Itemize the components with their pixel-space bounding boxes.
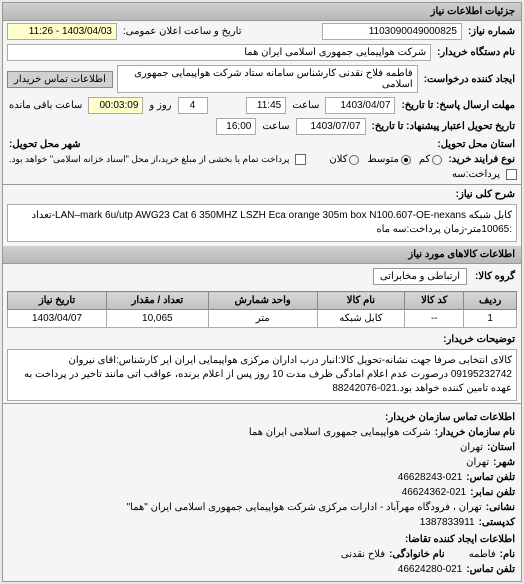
contact-buyer-button[interactable]: اطلاعات تماس خریدار	[7, 71, 113, 88]
category-row: گروه کالا: ارتباطی و مخابراتی	[3, 264, 521, 289]
announce-field: 1403/04/03 - 11:26	[7, 23, 117, 40]
table-cell: 1403/04/07	[8, 310, 107, 328]
table-header: نام کالا	[317, 292, 405, 310]
org-city-value: تهران	[466, 455, 489, 470]
announce-label: تاریخ و ساعت اعلان عمومی:	[121, 26, 244, 37]
remaining-time: 00:03:09	[88, 97, 143, 114]
grain-low-label: کم	[419, 154, 430, 165]
notes-box: کالای انتخابی صرفا جهت نشانه-تحویل کالا:…	[7, 349, 517, 401]
row-need-number: شماره نیاز: 1103090049000825 تاریخ و ساع…	[3, 21, 521, 42]
deadline-send-date: 1403/04/07	[325, 97, 395, 114]
items-table: ردیفکد کالانام کالاواحد شمارشتعداد / مقد…	[7, 291, 517, 328]
row-delivery: تاریخ تحویل اعتبار پیشنهاد: تا تاریخ: 14…	[3, 116, 521, 137]
creator-name-value: فاطمه	[469, 547, 496, 562]
creator-name-label: نام:	[500, 547, 515, 562]
row-deadline-send: مهلت ارسال پاسخ: تا تاریخ: 1403/04/07 سا…	[3, 95, 521, 116]
desc-title-label: شرح کلی نیاز:	[454, 189, 517, 200]
deadline-send-label: مهلت ارسال پاسخ: تا تاریخ:	[399, 100, 517, 111]
org-fax-label: تلفن نمابر:	[470, 485, 515, 500]
grain-mid-radio[interactable]: متوسط	[367, 154, 410, 165]
city-label: شهر محل تحویل:	[7, 139, 83, 150]
org-name-value: شرکت هواپیمایی جمهوری اسلامی ایران هما	[249, 425, 431, 440]
table-cell: 10,065	[106, 310, 208, 328]
table-row: 1--کابل شبکهمتر10,0651403/04/07	[8, 310, 517, 328]
category-header: اطلاعات کالاهای مورد نیاز	[3, 246, 521, 264]
org-phone-value: 46628243-021	[398, 470, 463, 485]
org-section-label: اطلاعات تماس سازمان خریدار:	[9, 410, 515, 425]
row-location: استان محل تحویل: شهر محل تحویل:	[3, 137, 521, 152]
table-header: واحد شمارش	[208, 292, 317, 310]
table-header: ردیف	[464, 292, 517, 310]
grain-mid-label: متوسط	[367, 154, 398, 165]
category-breadcrumb: ارتباطی و مخابراتی	[373, 268, 467, 285]
deadline-send-time-label: ساعت	[290, 100, 321, 111]
grain-radio-group: کم متوسط کلان	[329, 154, 442, 165]
buyer-label: نام دستگاه خریدار:	[435, 47, 517, 58]
row-payment-type: پرداخت:سه	[3, 167, 521, 182]
org-province-value: تهران	[460, 440, 483, 455]
org-address-label: نشانی:	[486, 500, 515, 515]
creator-family-label: نام خانوادگی:	[389, 547, 445, 562]
table-header: تعداد / مقدار	[106, 292, 208, 310]
org-fax-value: 46624362-021	[402, 485, 467, 500]
notes-label: توضیحات خریدار:	[441, 334, 517, 345]
payment-checkbox[interactable]	[506, 169, 517, 180]
org-phone-label: تلفن تماس:	[466, 470, 515, 485]
delivery-time-label: ساعت	[260, 121, 291, 132]
row-buyer: نام دستگاه خریدار: شرکت هواپیمایی جمهوری…	[3, 42, 521, 63]
delivery-label: تاریخ تحویل اعتبار پیشنهاد: تا تاریخ:	[370, 121, 517, 132]
requester-field: فاطمه فلاح نقدنی کارشناس سامانه ستاد شرک…	[117, 65, 418, 93]
deadline-send-time: 11:45	[246, 97, 286, 114]
requester-label: ایجاد کننده درخواست:	[422, 74, 517, 85]
creator-section-label: اطلاعات ایجاد کننده تقاضا:	[9, 532, 515, 547]
main-panel: جزئیات اطلاعات نیاز شماره نیاز: 11030900…	[2, 2, 522, 582]
need-number-label: شماره نیاز:	[466, 26, 517, 37]
remaining-label: ساعت باقی مانده	[7, 100, 84, 111]
grain-high-label: کلان	[329, 154, 347, 165]
payment-label: پرداخت:سه	[450, 169, 502, 180]
row-grains: نوع فرایند خرید: کم متوسط کلان پرداخت تم…	[3, 152, 521, 167]
org-province-label: استان:	[487, 440, 515, 455]
panel-title: جزئیات اطلاعات نیاز	[3, 3, 521, 21]
grain-low-radio[interactable]: کم	[419, 154, 442, 165]
buyer-field: شرکت هواپیمایی جمهوری اسلامی ایران هما	[7, 44, 431, 61]
row-requester: ایجاد کننده درخواست: فاطمه فلاح نقدنی کا…	[3, 63, 521, 95]
group-label: گروه کالا:	[473, 271, 517, 282]
table-cell: --	[405, 310, 464, 328]
org-address-value: تهران ، فرودگاه مهرآباد - ادارات مرکزی ش…	[127, 500, 482, 515]
table-cell: متر	[208, 310, 317, 328]
org-city-label: شهر:	[493, 455, 515, 470]
days-value: 4	[178, 97, 208, 114]
org-info-block: اطلاعات تماس سازمان خریدار: نام سازمان خ…	[3, 406, 521, 581]
org-name-label: نام سازمان خریدار:	[435, 425, 515, 440]
partial-label: پرداخت تمام یا بخشی از مبلغ خرید،از محل …	[7, 154, 291, 165]
table-header: کد کالا	[405, 292, 464, 310]
delivery-time: 16:00	[216, 118, 256, 135]
days-label: روز و	[147, 100, 173, 111]
table-header: تاریخ نیاز	[8, 292, 107, 310]
need-number-field: 1103090049000825	[322, 23, 462, 40]
table-cell: کابل شبکه	[317, 310, 405, 328]
partial-checkbox[interactable]	[295, 154, 306, 165]
location-label: استان محل تحویل:	[435, 139, 517, 150]
creator-family-value: فلاح نقدنی	[341, 547, 385, 562]
row-desc-title: شرح کلی نیاز:	[3, 187, 521, 202]
org-postal-value: 1387833911	[420, 515, 475, 530]
desc-box: کابل شبکه LAN–mark 6u/utp AWG23 Cat 6 35…	[7, 204, 517, 242]
creator-phone-label: تلفن تماس:	[466, 562, 515, 577]
grains-label: نوع فرایند خرید:	[446, 154, 517, 165]
grain-high-radio[interactable]: کلان	[329, 154, 359, 165]
org-postal-label: کدپستی:	[479, 515, 515, 530]
creator-phone-value: 46624280-021	[398, 562, 463, 577]
row-notes: توضیحات خریدار:	[3, 332, 521, 347]
table-cell: 1	[464, 310, 517, 328]
delivery-date: 1403/07/07	[296, 118, 366, 135]
